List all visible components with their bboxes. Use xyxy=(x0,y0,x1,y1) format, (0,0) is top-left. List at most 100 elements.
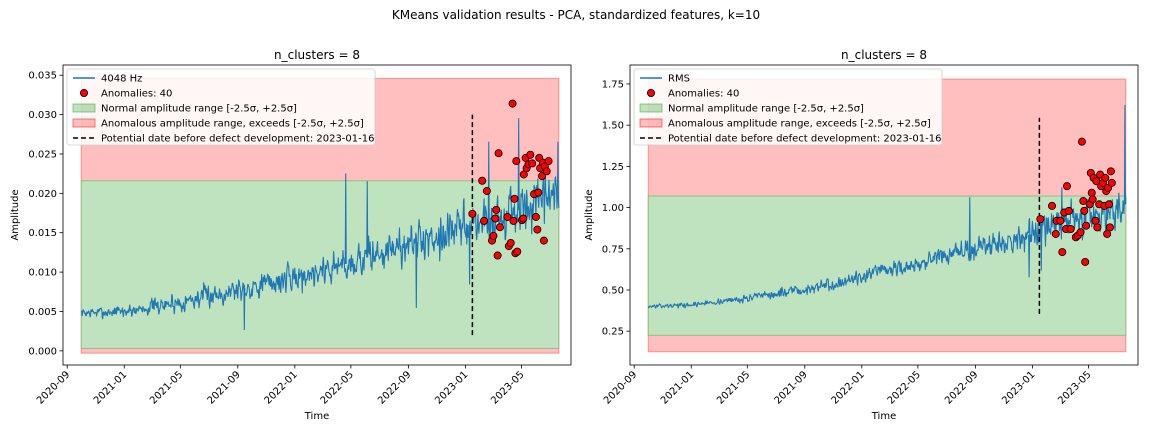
y-tick-label: 1.25 xyxy=(602,162,624,173)
normal-range-band xyxy=(80,180,560,349)
x-tick-label: 2023-01 xyxy=(433,369,470,406)
anomaly-point xyxy=(1066,225,1075,234)
anomaly-point xyxy=(468,209,477,218)
anomaly-point xyxy=(1091,216,1100,225)
y-axis-label: Amplitude xyxy=(10,189,21,240)
legend-anomalous-swatch xyxy=(639,118,663,128)
x-axis-label: Time xyxy=(304,411,329,422)
anomaly-point xyxy=(528,159,537,168)
x-tick-label: 2023-05 xyxy=(489,369,526,406)
legend-normal-label: Normal amplitude range [-2.5σ, +2.5σ] xyxy=(101,104,297,115)
anomaly-point xyxy=(506,238,515,247)
legend: RMS Anomalies: 40 Normal amplitude range [… xyxy=(633,68,943,146)
x-tick-label: 2021-01 xyxy=(659,369,696,406)
anomaly-point xyxy=(478,176,487,185)
anomaly-point xyxy=(538,172,547,181)
legend-box xyxy=(66,68,376,146)
chart-title: n_clusters = 8 xyxy=(274,48,360,62)
x-tick-label: 2023-05 xyxy=(1056,369,1093,406)
anomaly-point xyxy=(1107,178,1116,187)
anomaly-point xyxy=(1103,229,1112,238)
anomaly-point xyxy=(526,150,535,159)
figure-suptitle: KMeans validation results - PCA, standar… xyxy=(392,8,760,22)
legend-anomaly-label: Anomalies: 40 xyxy=(101,89,172,100)
anomaly-point xyxy=(1101,173,1110,182)
anomaly-point xyxy=(482,186,491,195)
legend-anomaly-swatch xyxy=(80,89,89,98)
anomaly-point xyxy=(1077,137,1086,146)
anomaly-point xyxy=(1056,216,1065,225)
anomaly-point xyxy=(489,231,498,240)
y-tick-label: 0.030 xyxy=(28,110,57,121)
anomaly-point xyxy=(503,212,512,221)
anomaly-point xyxy=(508,99,517,108)
axes-frame xyxy=(62,64,572,366)
anomaly-point xyxy=(1105,200,1114,209)
x-tick-label: 2022-09 xyxy=(943,369,980,406)
chart-panel-right: 0.25 0.50 0.75 1.00 1.25 1.50 1.75 2020-09 2021-… xyxy=(584,48,1139,422)
y-axis-label: Amplitude xyxy=(584,189,595,240)
x-tick-label: 2021-09 xyxy=(773,369,810,406)
legend-normal-swatch xyxy=(639,103,663,113)
anomaly-point xyxy=(539,236,548,245)
anomaly-point xyxy=(1058,248,1067,257)
x-tick-label: 2022-01 xyxy=(830,369,867,406)
anomaly-point xyxy=(1076,228,1085,237)
anomaly-point xyxy=(533,225,542,234)
x-tick-label: 2022-09 xyxy=(376,369,413,406)
anomaly-point xyxy=(544,157,553,166)
legend-anomaly-swatch xyxy=(647,89,656,98)
normal-range-underlay xyxy=(81,180,559,349)
x-tick-label: 2021-01 xyxy=(92,369,129,406)
series-line xyxy=(80,117,560,331)
legend-series-label: RMS xyxy=(668,74,690,85)
legend: 4048 Hz Anomalies: 40 Normal amplitude ran… xyxy=(66,68,376,146)
anomaly-point xyxy=(1080,206,1089,215)
series-line xyxy=(647,104,1127,309)
x-tick-label: 2023-01 xyxy=(1000,369,1037,406)
x-tick-label: 2021-09 xyxy=(206,369,243,406)
y-tick-label: 0.015 xyxy=(28,228,57,239)
x-tick-label: 2022-01 xyxy=(263,369,300,406)
y-tick-label: 1.75 xyxy=(602,79,624,90)
chart-title: n_clusters = 8 xyxy=(841,48,927,62)
anomaly-point xyxy=(1082,221,1091,230)
legend-anomalous-swatch xyxy=(72,118,96,128)
normal-range-band xyxy=(647,195,1127,336)
legend-normal-swatch xyxy=(72,103,96,113)
x-tick-label: 2022-05 xyxy=(319,369,356,406)
x-tick-label: 2021-05 xyxy=(715,369,752,406)
x-tick-label: 2022-05 xyxy=(886,369,923,406)
anomaly-point xyxy=(1079,196,1088,205)
anomaly-point xyxy=(1093,223,1102,232)
legend-anomalous-label: Anomalous amplitude range, exceeds [-2.5… xyxy=(101,119,364,130)
anomaly-point xyxy=(1062,182,1071,191)
legend-box xyxy=(633,68,943,146)
anomaly-point xyxy=(1064,206,1073,215)
anomaly-point xyxy=(531,212,540,221)
x-axis-label: Time xyxy=(871,411,896,422)
anomaly-point xyxy=(513,247,522,256)
anomaly-point xyxy=(1051,229,1060,238)
x-tick-label: 2020-09 xyxy=(35,369,72,406)
anomaly-point xyxy=(1088,195,1097,204)
legend-normal-label: Normal amplitude range [-2.5σ, +2.5σ] xyxy=(668,104,864,115)
x-tick-label: 2021-05 xyxy=(148,369,185,406)
anomaly-point xyxy=(542,167,551,176)
legend-anomalous-label: Anomalous amplitude range, exceeds [-2.5… xyxy=(668,119,931,130)
anomaly-point xyxy=(510,194,519,203)
y-tick-label: 0.035 xyxy=(28,71,57,82)
anomaly-point xyxy=(480,216,489,225)
y-tick-label: 0.75 xyxy=(602,244,624,255)
anomaly-point xyxy=(519,214,528,223)
y-tick-label: 1.00 xyxy=(602,203,624,214)
anomaly-point xyxy=(494,149,503,158)
anomaly-point xyxy=(509,216,518,225)
anomaly-point xyxy=(495,223,504,232)
y-tick-label: 0.010 xyxy=(28,268,57,279)
anomaly-point xyxy=(1087,188,1096,197)
y-tick-label: 0.50 xyxy=(602,286,624,297)
anomaly-point xyxy=(1036,215,1045,224)
